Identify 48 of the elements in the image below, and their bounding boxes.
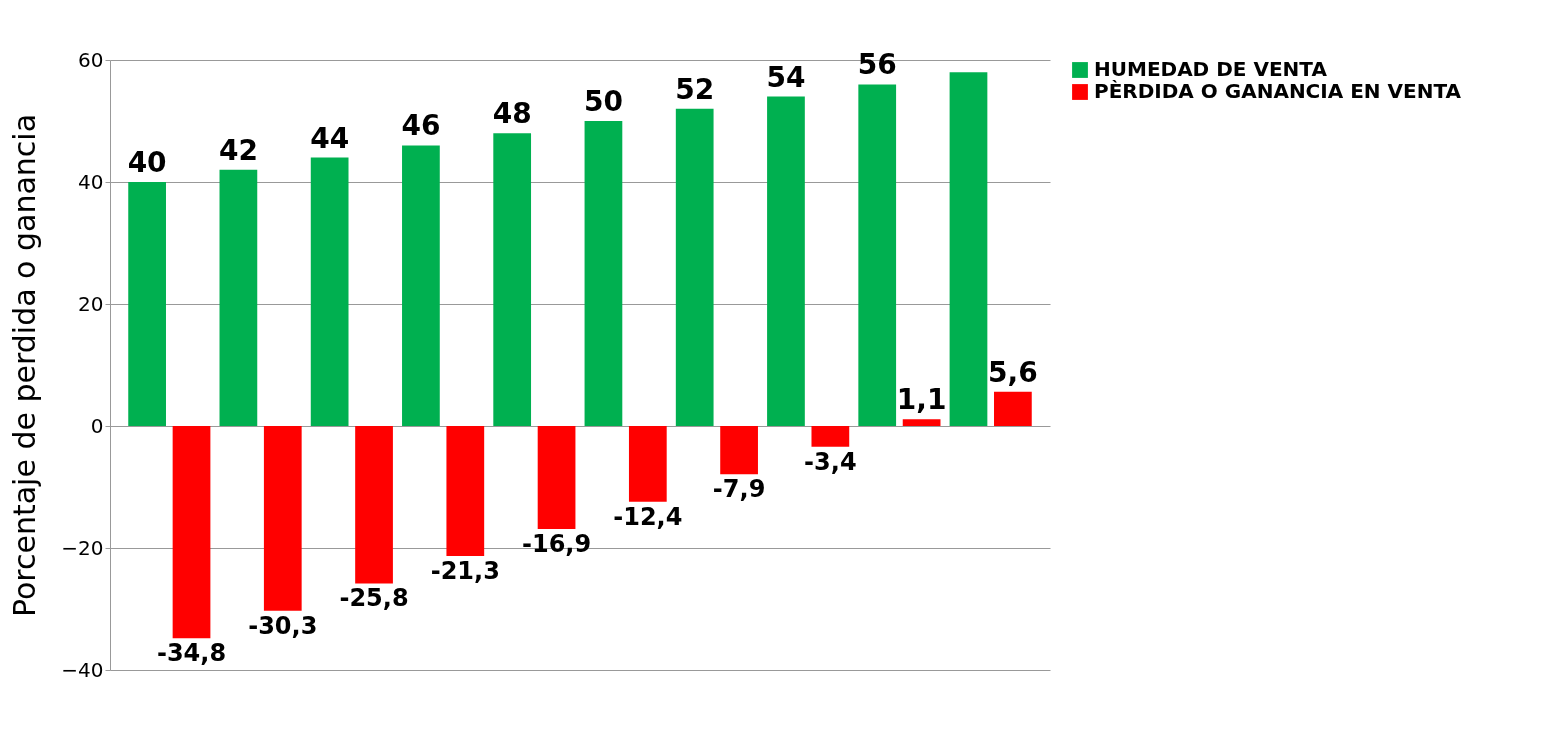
data-label: 1,1 [896, 383, 947, 417]
bar [402, 145, 440, 426]
data-label: 44 [310, 121, 350, 155]
bar [767, 96, 805, 426]
y-tick-label: 40 [78, 169, 104, 194]
bar [263, 426, 302, 611]
bar [584, 121, 623, 426]
data-label: 40 [127, 146, 167, 179]
data-label: 5,6 [988, 355, 1038, 389]
bar [355, 426, 393, 584]
bar [811, 426, 850, 447]
y-tick-label: 60 [78, 47, 104, 72]
bar [310, 157, 349, 426]
y-tick-label: 0 [90, 413, 104, 438]
bar [720, 426, 758, 475]
bar [675, 108, 714, 426]
data-label: 48 [492, 97, 532, 131]
bar [902, 419, 941, 426]
legend-label: PÈRDIDA O GANANCIA EN VENTA [1094, 79, 1462, 103]
data-label: -34,8 [156, 639, 227, 668]
bar [446, 426, 485, 556]
bar [537, 426, 576, 530]
legend-label: HUMEDAD DE VENTA [1094, 57, 1328, 81]
data-label: -21,3 [430, 556, 500, 585]
data-label: 50 [583, 85, 623, 118]
bar [128, 182, 166, 426]
data-label: -3,4 [804, 447, 857, 476]
data-label: 46 [401, 109, 441, 143]
data-label: -30,3 [248, 611, 318, 640]
data-label: -16,9 [521, 530, 592, 559]
data-label: -7,9 [712, 475, 766, 504]
y-tick-label: −40 [61, 657, 104, 682]
bar [493, 133, 532, 426]
bar [628, 426, 667, 502]
y-tick-label: −20 [61, 535, 104, 560]
bar [172, 426, 211, 639]
data-label: 42 [218, 133, 258, 167]
data-label: -12,4 [613, 502, 683, 531]
bar [858, 84, 897, 426]
y-axis-title: Porcentaje de perdida o ganancia [7, 113, 43, 618]
data-label: 56 [857, 48, 897, 82]
data-label: 54 [766, 60, 806, 94]
bar [949, 72, 988, 426]
bar [994, 391, 1032, 426]
y-tick-label: 20 [78, 291, 104, 316]
bar [219, 169, 258, 426]
data-label: -25,8 [339, 584, 409, 613]
data-label: 52 [675, 72, 715, 106]
